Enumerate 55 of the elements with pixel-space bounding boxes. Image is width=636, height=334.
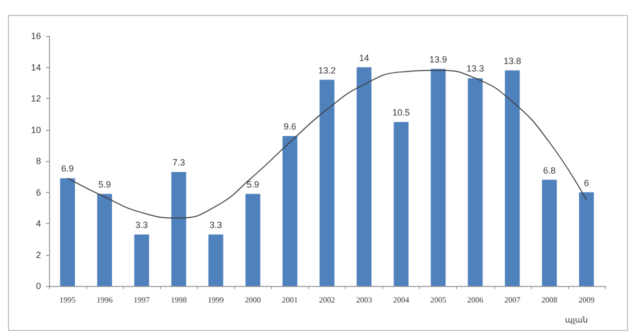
x-tick-label: 2003 <box>356 296 372 304</box>
y-tick-label: 16 <box>30 31 41 41</box>
x-tick-label: 1996 <box>96 296 113 304</box>
x-tick-label: 1997 <box>134 296 150 304</box>
y-tick-label: 0 <box>36 281 41 291</box>
data-label: 14 <box>359 52 370 63</box>
y-tick-label: 2 <box>36 250 41 260</box>
x-tick-label: 2001 <box>282 296 298 304</box>
bar <box>579 192 594 286</box>
data-label: 7.3 <box>172 157 185 168</box>
y-tick-label: 8 <box>36 156 41 166</box>
data-label: 10.5 <box>392 107 410 118</box>
data-label: 3.3 <box>135 220 148 230</box>
data-label: 13.9 <box>429 54 447 64</box>
y-tick-label: 14 <box>30 62 41 72</box>
bar <box>468 78 483 286</box>
bar <box>208 234 224 286</box>
x-tick-label: 2008 <box>541 296 558 304</box>
bar <box>542 180 557 286</box>
y-tick-label: 4 <box>36 218 41 228</box>
bar <box>60 178 75 286</box>
data-label: 3.3 <box>210 220 222 230</box>
data-label: 5.9 <box>246 179 260 190</box>
bar <box>171 172 186 286</box>
bar <box>97 194 112 286</box>
x-tick-label: 2006 <box>467 296 484 304</box>
bar <box>134 234 150 286</box>
x-axis-title: պլան <box>565 316 588 324</box>
y-tick-label: 12 <box>30 94 41 104</box>
data-label: 6.8 <box>543 165 556 176</box>
data-label: 6 <box>584 178 589 188</box>
bar <box>504 70 520 286</box>
data-label: 9.6 <box>284 122 296 132</box>
data-label: 5.9 <box>98 179 111 190</box>
data-label: 6.9 <box>61 164 74 174</box>
x-tick-label: 2005 <box>430 296 446 304</box>
x-tick-label: 1998 <box>170 296 187 304</box>
x-tick-label: 2007 <box>504 296 520 304</box>
x-tick-label: 2000 <box>244 296 261 304</box>
y-tick-label: 10 <box>30 124 41 135</box>
bar <box>356 67 372 286</box>
y-tick-label: 6 <box>36 187 41 198</box>
bar <box>394 122 409 286</box>
data-label: 13.3 <box>466 64 484 74</box>
data-label: 13.8 <box>504 56 522 66</box>
x-tick-label: 2004 <box>393 296 410 304</box>
x-tick-label: 1995 <box>60 296 76 304</box>
bar <box>245 194 260 286</box>
bar <box>430 68 446 286</box>
bar <box>282 136 298 286</box>
x-tick-label: 1999 <box>208 296 224 304</box>
x-tick-label: 2002 <box>319 296 335 304</box>
x-tick-label: 2009 <box>578 296 594 304</box>
data-label: 13.2 <box>318 65 336 76</box>
bar <box>320 80 334 286</box>
